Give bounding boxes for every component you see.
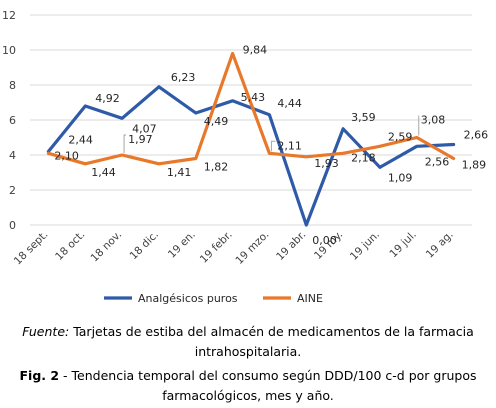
source-text: Tarjetas de estiba del almacén de medica… — [69, 324, 474, 339]
data-label: 2,56 — [425, 155, 450, 168]
x-tick-label: 18 nov. — [88, 229, 124, 265]
source-label: Fuente: — [22, 324, 70, 339]
x-tick-label: 19 jul. — [387, 229, 418, 260]
data-label: 1,93 — [314, 157, 339, 170]
label-leader — [123, 134, 127, 153]
x-tick-label: 19 abr. — [274, 229, 308, 263]
figure-text-2: farmacológicos, mes y año. — [162, 388, 334, 403]
y-axis-ticks: 0 2 4 6 8 10 12 — [2, 9, 16, 232]
source-text-2: intrahospitalaria. — [194, 344, 302, 359]
y-tick-label: 10 — [2, 44, 16, 57]
figure-text: - Tendencia temporal del consumo según D… — [59, 368, 477, 383]
x-tick-label: 19 ag. — [424, 229, 456, 261]
x-tick-label: 18 dic. — [128, 229, 162, 263]
data-label: 0,00 — [312, 234, 337, 247]
data-label: 1,89 — [462, 159, 487, 172]
x-axis-ticks: 18 sept. 18 oct. 18 nov. 18 dic. 19 en. 19 fe… — [12, 229, 456, 268]
legend: Analgésicos puros AINE — [104, 292, 323, 305]
data-label: 1,41 — [167, 166, 192, 179]
data-label: 1,44 — [91, 166, 116, 179]
y-tick-label: 6 — [9, 114, 16, 127]
data-label: 3,08 — [421, 114, 446, 127]
data-label: 4,92 — [95, 92, 120, 105]
y-tick-label: 4 — [9, 149, 16, 162]
x-tick-label: 18 sept. — [12, 229, 51, 268]
x-tick-label: 19 jun. — [348, 229, 382, 263]
y-tick-label: 8 — [9, 79, 16, 92]
data-label-extra: 2,44 — [68, 134, 93, 147]
legend-label-0: Analgésicos puros — [138, 292, 238, 305]
data-label: 5,43 — [241, 91, 265, 104]
data-label: 2,18 — [351, 151, 376, 164]
data-label: 4,49 — [204, 115, 229, 128]
data-label: 1,09 — [388, 171, 413, 184]
x-tick-label: 19 febr. — [198, 229, 235, 266]
data-label: 2,11 — [277, 139, 302, 152]
figure-source: Fuente: Tarjetas de estiba del almacén d… — [0, 322, 496, 362]
data-label: 1,82 — [204, 161, 229, 174]
y-tick-label: 0 — [9, 219, 16, 232]
label-leader — [270, 140, 276, 152]
x-tick-label: 19 en. — [166, 229, 198, 261]
y-tick-label: 12 — [2, 9, 16, 22]
data-label: 4,07 — [132, 122, 157, 135]
series-line-1 — [46, 51, 456, 166]
data-label: 3,59 — [351, 111, 376, 124]
figure-label: Fig. 2 — [19, 368, 60, 383]
data-label: 6,23 — [171, 71, 196, 84]
data-label: 2,59 — [388, 130, 413, 143]
y-tick-label: 2 — [9, 184, 16, 197]
data-label: 4,44 — [277, 97, 302, 110]
data-label: 1,97 — [128, 133, 153, 146]
series-lines — [46, 51, 456, 227]
figure-caption: Fig. 2 - Tendencia temporal del consumo … — [0, 366, 496, 406]
x-tick-label: 19 mzo. — [233, 229, 271, 267]
data-label: 2,10 — [54, 149, 79, 162]
gridlines — [30, 14, 472, 226]
x-tick-label: 18 oct. — [53, 229, 87, 263]
data-label: 9,84 — [243, 44, 267, 57]
legend-label-1: AINE — [297, 292, 323, 305]
data-label: 2,66 — [464, 129, 489, 142]
data-labels: 4,92 4,07 6,23 4,49 5,43 4,44 0,00 3,59 1,09 2,56… — [54, 44, 488, 248]
